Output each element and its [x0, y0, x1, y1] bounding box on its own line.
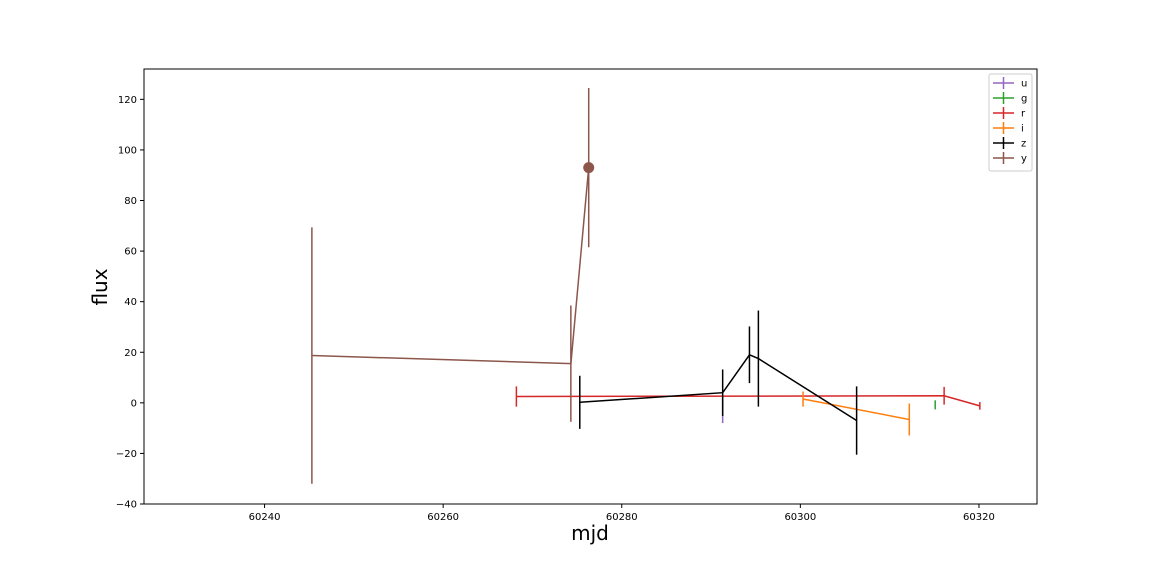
legend-item-u: u	[993, 77, 1027, 90]
y-axis: −40 −20 0 20 40 60 80 100 120	[116, 95, 144, 511]
y-tick-label: 60	[124, 247, 137, 258]
legend-item-y: y	[993, 152, 1027, 165]
plot-frame	[143, 68, 1038, 505]
legend-item-g: g	[993, 92, 1027, 105]
x-tick-label: 60320	[963, 512, 995, 523]
legend-label-g: g	[1021, 94, 1027, 105]
x-axis: 60240 60260 60280 60300 60320	[249, 504, 995, 523]
series-layer	[311, 87, 981, 484]
highlight-marker-y	[583, 162, 595, 174]
y-tick-label: −40	[116, 500, 137, 511]
x-tick-label: 60260	[427, 512, 459, 523]
series-y	[311, 87, 595, 484]
y-tick-label: −20	[116, 449, 137, 460]
y-tick-label: 100	[118, 145, 137, 156]
legend-item-i: i	[993, 122, 1024, 135]
legend-label-z: z	[1021, 139, 1026, 150]
legend-item-r: r	[993, 107, 1026, 120]
legend-label-u: u	[1021, 79, 1027, 90]
series-z	[579, 310, 858, 455]
y-tick-label: 40	[124, 297, 137, 308]
legend-label-y: y	[1021, 154, 1027, 165]
x-tick-label: 60300	[784, 512, 816, 523]
legend-label-i: i	[1021, 124, 1024, 135]
y-tick-label: 120	[118, 95, 137, 106]
plot-area	[144, 69, 1037, 504]
y-tick-label: 80	[124, 196, 137, 207]
x-tick-label: 60240	[249, 512, 281, 523]
y-axis-label: flux	[88, 268, 112, 305]
legend-item-z: z	[993, 137, 1026, 150]
x-tick-label: 60280	[606, 512, 638, 523]
legend-label-r: r	[1021, 109, 1026, 120]
x-axis-label: mjd	[571, 521, 609, 545]
y-tick-label: 20	[124, 348, 137, 359]
y-tick-label: 0	[131, 398, 137, 409]
